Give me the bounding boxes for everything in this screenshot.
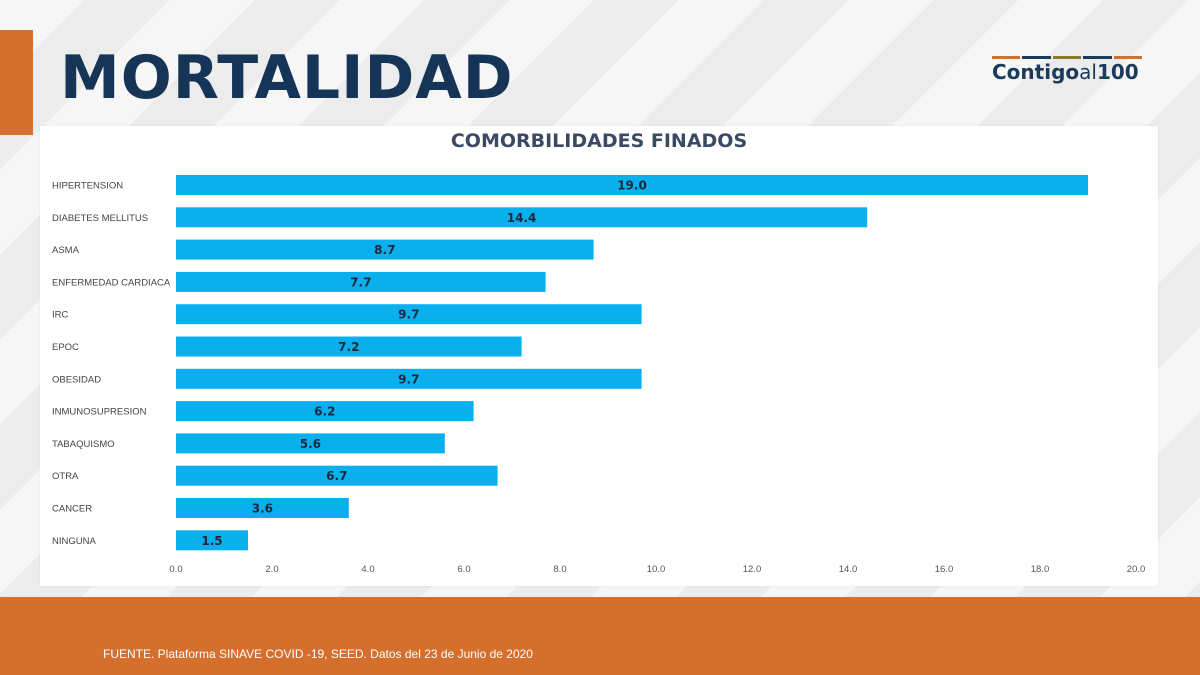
category-label: INMUNOSUPRESION [52, 407, 147, 418]
footer-band [0, 597, 1200, 675]
category-label: HIPERTENSION [52, 181, 123, 192]
category-label: ENFERMEDAD CARDIACA [52, 277, 171, 288]
data-label: 9.7 [398, 308, 419, 322]
bar [176, 498, 349, 518]
data-label: 5.6 [300, 437, 321, 451]
bar [176, 175, 1088, 195]
category-label: TABAQUISMO [52, 439, 115, 450]
category-label: DIABETES MELLITUS [52, 213, 148, 224]
category-label: NINGUNA [52, 536, 96, 547]
category-label: OTRA [52, 471, 79, 482]
accent-block [0, 30, 33, 135]
chart-title: COMORBILIDADES FINADOS [450, 130, 748, 152]
bar [176, 336, 522, 357]
bar-chart: HIPERTENSION 19.0 DIABETES MELLITUS 14.4 ASM… [52, 175, 1146, 575]
logo-color-bars [992, 56, 1143, 59]
bar [176, 239, 594, 260]
logo: Contigoal100 [992, 56, 1143, 96]
category-label: OBESIDAD [52, 374, 101, 385]
bar [176, 304, 642, 325]
logo-bar [992, 56, 1021, 59]
page-title: MORTALIDAD [60, 43, 514, 113]
data-label: 14.4 [507, 211, 537, 225]
data-label: 19.0 [617, 179, 647, 193]
x-tick-label: 4.0 [361, 564, 374, 575]
logo-bar [1052, 56, 1082, 59]
x-tick-label: 6.0 [457, 564, 470, 575]
data-label: 6.7 [326, 469, 347, 483]
bar [176, 401, 474, 422]
logo-bar [1113, 56, 1143, 59]
category-label: CANCER [52, 504, 92, 515]
data-label: 7.7 [350, 275, 371, 289]
data-label: 1.5 [201, 534, 222, 548]
source-note: FUENTE. Plataforma SINAVE COVID -19, SEE… [103, 647, 533, 661]
bar [176, 368, 642, 389]
logo-bar [1022, 56, 1051, 59]
x-tick-label: 10.0 [647, 564, 666, 575]
x-tick-label: 0.0 [169, 564, 182, 575]
data-label: 7.2 [338, 340, 359, 354]
data-label: 9.7 [398, 372, 419, 386]
logo-text-suffix: al [1079, 60, 1097, 84]
logo-text: Contigoal100 [992, 62, 1142, 82]
category-label: IRC [52, 310, 69, 321]
x-tick-label: 14.0 [839, 564, 858, 575]
data-label: 8.7 [374, 243, 395, 257]
bar [176, 433, 445, 454]
data-label: 3.6 [252, 502, 273, 516]
logo-text-main: Contigo [992, 60, 1080, 84]
bar [176, 207, 868, 228]
logo-text-number: 100 [1096, 60, 1139, 84]
data-label: 6.2 [314, 405, 335, 419]
x-tick-label: 8.0 [553, 564, 566, 575]
bar [176, 271, 546, 292]
logo-bar [1083, 56, 1112, 59]
x-tick-label: 18.0 [1031, 564, 1050, 575]
x-tick-label: 2.0 [265, 564, 278, 575]
x-tick-label: 12.0 [743, 564, 762, 575]
x-tick-label: 16.0 [935, 564, 954, 575]
category-label: ASMA [52, 245, 80, 256]
bar [176, 465, 498, 486]
category-label: EPOC [52, 342, 79, 353]
x-tick-label: 20.0 [1127, 564, 1146, 575]
bar [176, 530, 248, 551]
